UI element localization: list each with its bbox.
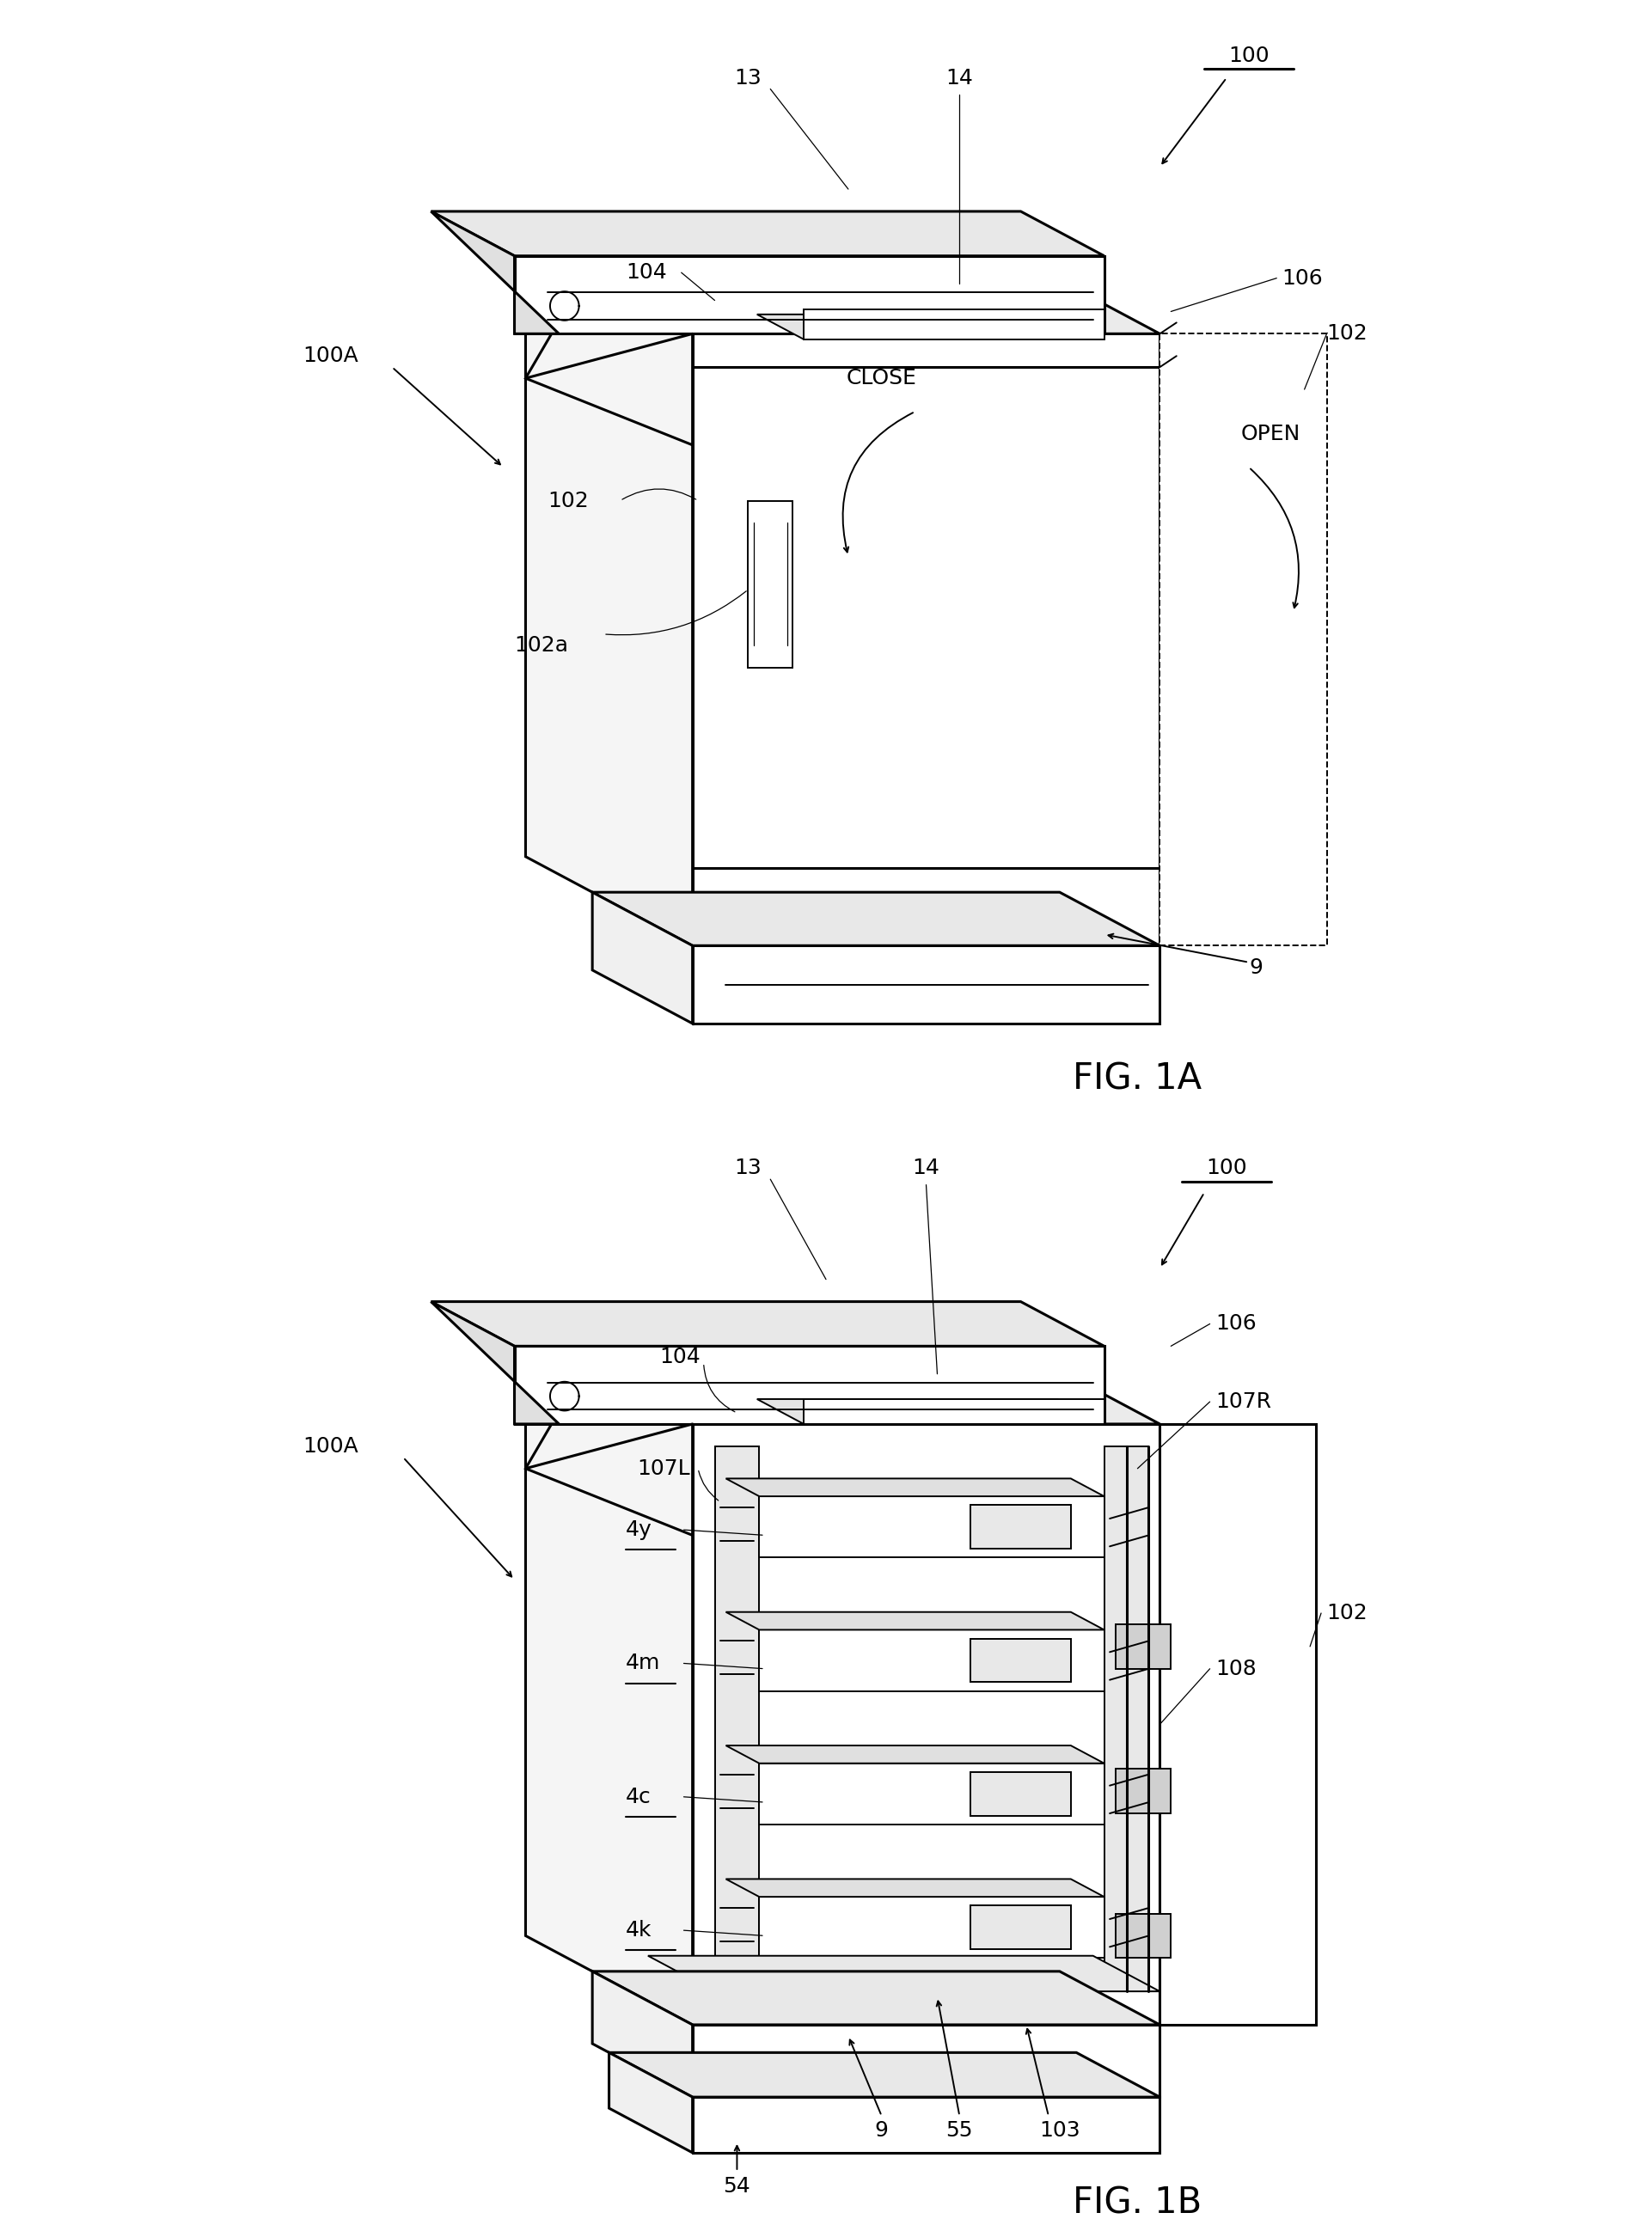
Polygon shape — [1160, 1424, 1315, 2025]
Text: 108: 108 — [1216, 1658, 1257, 1680]
Text: 102: 102 — [1327, 323, 1368, 345]
Text: OPEN: OPEN — [1241, 423, 1300, 445]
Polygon shape — [725, 1477, 1104, 1495]
Polygon shape — [1115, 1914, 1171, 1958]
Text: 54: 54 — [724, 2176, 750, 2196]
Polygon shape — [692, 946, 1160, 1024]
Polygon shape — [760, 1896, 1104, 1958]
Polygon shape — [1115, 1624, 1171, 1669]
Polygon shape — [431, 1302, 558, 1424]
Polygon shape — [593, 1971, 1160, 2025]
Text: 103: 103 — [1039, 2120, 1080, 2140]
Text: 100A: 100A — [302, 345, 358, 367]
Polygon shape — [971, 1638, 1070, 1682]
Text: 106: 106 — [1216, 1313, 1257, 1335]
Polygon shape — [676, 307, 892, 334]
Polygon shape — [692, 1424, 1160, 2025]
Text: 102a: 102a — [514, 634, 568, 656]
Text: 104: 104 — [626, 263, 667, 283]
Polygon shape — [692, 2025, 1160, 2096]
Polygon shape — [971, 1504, 1070, 1549]
Polygon shape — [1160, 334, 1327, 946]
Polygon shape — [1115, 1769, 1171, 1813]
Polygon shape — [757, 314, 1104, 338]
Polygon shape — [805, 1400, 1104, 1424]
Text: 13: 13 — [735, 1157, 762, 1179]
Text: 4m: 4m — [626, 1653, 661, 1673]
Polygon shape — [692, 367, 1160, 868]
Text: 14: 14 — [912, 1157, 940, 1179]
Polygon shape — [648, 1956, 1160, 1991]
Text: 4k: 4k — [626, 1920, 653, 1940]
Text: 107L: 107L — [638, 1457, 691, 1480]
Text: FIG. 1A: FIG. 1A — [1074, 1061, 1203, 1097]
Polygon shape — [610, 2051, 1160, 2096]
Polygon shape — [514, 256, 1104, 334]
Polygon shape — [525, 1335, 692, 2025]
Text: 102: 102 — [548, 490, 588, 512]
Polygon shape — [431, 211, 558, 334]
Polygon shape — [692, 2096, 1160, 2154]
Text: 104: 104 — [659, 1346, 700, 1368]
Text: 106: 106 — [1282, 267, 1323, 289]
Polygon shape — [431, 1302, 1104, 1346]
Polygon shape — [525, 1335, 1160, 1424]
Polygon shape — [971, 1771, 1070, 1816]
Text: FIG. 1B: FIG. 1B — [1072, 2185, 1203, 2221]
Polygon shape — [805, 309, 1104, 338]
Polygon shape — [748, 501, 793, 668]
Polygon shape — [610, 2051, 692, 2154]
Text: 13: 13 — [735, 67, 762, 89]
Polygon shape — [715, 1446, 760, 1991]
Polygon shape — [757, 1400, 1104, 1424]
Text: 14: 14 — [947, 67, 973, 89]
Text: 9: 9 — [1249, 957, 1262, 979]
Text: 4c: 4c — [626, 1787, 651, 1807]
Polygon shape — [525, 245, 692, 946]
Text: 100: 100 — [1229, 44, 1269, 67]
Polygon shape — [1104, 1446, 1148, 1991]
Polygon shape — [971, 1905, 1070, 1949]
Text: CLOSE: CLOSE — [846, 367, 917, 389]
Polygon shape — [725, 1611, 1104, 1629]
Polygon shape — [725, 1878, 1104, 1896]
Polygon shape — [593, 1971, 692, 2096]
Polygon shape — [725, 1744, 1104, 1762]
Text: 100A: 100A — [302, 1435, 358, 1457]
Polygon shape — [525, 245, 692, 445]
Polygon shape — [593, 892, 1160, 946]
Polygon shape — [760, 1495, 1104, 1558]
Polygon shape — [760, 1762, 1104, 1825]
Polygon shape — [692, 334, 1160, 946]
Text: 55: 55 — [947, 2120, 973, 2140]
Polygon shape — [525, 1335, 692, 1535]
Text: 107R: 107R — [1216, 1391, 1272, 1413]
Text: 4y: 4y — [626, 1520, 653, 1540]
Text: 9: 9 — [876, 2120, 889, 2140]
Polygon shape — [431, 211, 1104, 256]
Polygon shape — [525, 245, 1160, 334]
Text: 100: 100 — [1206, 1157, 1247, 1179]
Polygon shape — [514, 1346, 1104, 1424]
Polygon shape — [760, 1629, 1104, 1691]
Polygon shape — [593, 892, 692, 1024]
Text: 102: 102 — [1327, 1602, 1368, 1624]
